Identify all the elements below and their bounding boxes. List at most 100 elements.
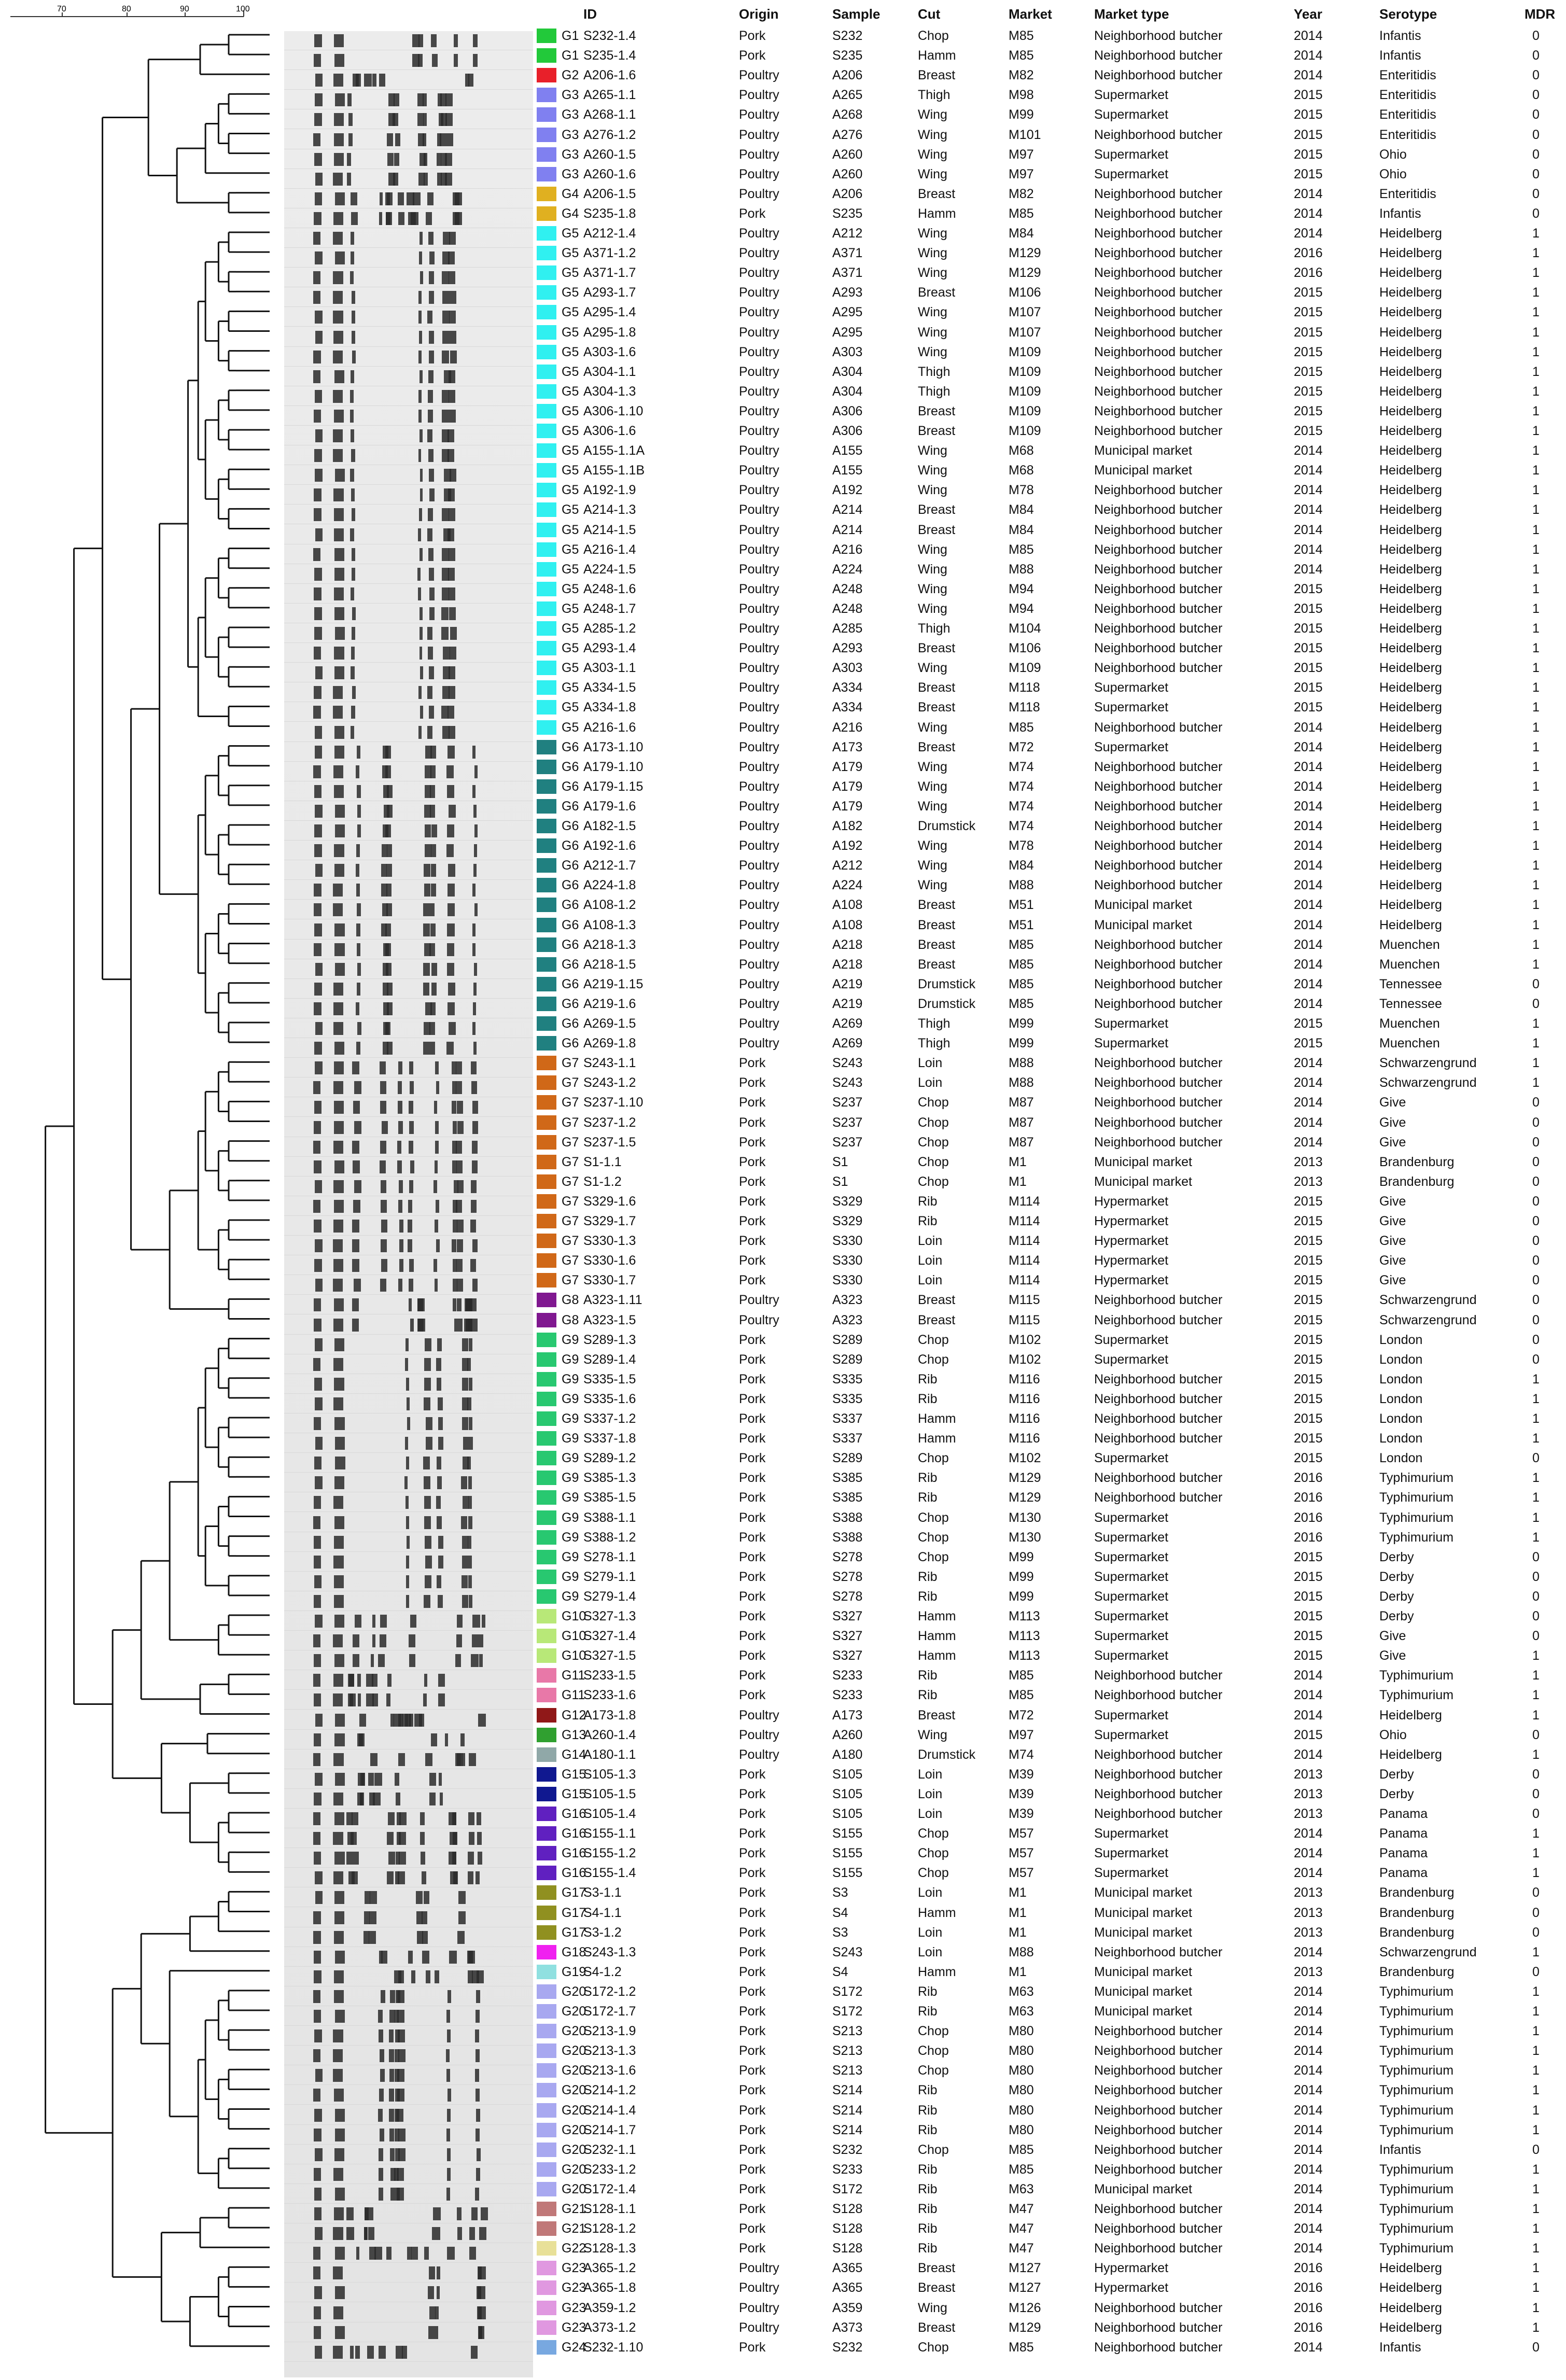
cell-sample: S329 bbox=[832, 1214, 863, 1228]
cell-sample: S214 bbox=[832, 2122, 863, 2137]
cell-market-type: Neighborhood butcher bbox=[1094, 2043, 1223, 2059]
table-row: G7 S243-1.1 Pork S243 Loin M88 Neighborhood bu… bbox=[537, 1052, 1563, 1072]
gel-band bbox=[431, 962, 437, 976]
cell-id: A192-1.9 bbox=[583, 483, 636, 498]
cell-cut: Hamm bbox=[918, 1609, 956, 1623]
gel-band bbox=[333, 74, 344, 87]
gel-band bbox=[333, 686, 343, 699]
cell-origin: Pork bbox=[739, 1786, 766, 1801]
gel-band bbox=[387, 1002, 393, 1015]
cell-id: A212-1.7 bbox=[583, 858, 636, 873]
cell-id: A359-1.2 bbox=[583, 2300, 636, 2315]
gel-band bbox=[469, 2247, 476, 2260]
table-row: G14 A180-1.1 Poultry A180 Drumstick M74 Neighb… bbox=[537, 1744, 1563, 1763]
gel-band bbox=[333, 1220, 344, 1233]
gel-band bbox=[394, 2049, 399, 2063]
cell-mdr: 1 bbox=[1532, 1688, 1540, 1703]
cell-mdr: 1 bbox=[1532, 898, 1540, 913]
cell-serotype: Heidelberg bbox=[1379, 819, 1442, 833]
gel-band bbox=[436, 1496, 441, 1509]
table-row: G5 A293-1.4 Poultry A293 Breast M106 Neighborh… bbox=[537, 637, 1563, 657]
cell-origin: Pork bbox=[739, 1490, 766, 1505]
gel-band bbox=[436, 1239, 440, 1253]
cell-year: 2015 bbox=[1294, 1273, 1323, 1288]
cell-group: G5 bbox=[562, 384, 579, 399]
gel-band bbox=[356, 1002, 360, 1015]
header-origin: Origin bbox=[739, 6, 779, 22]
gel-band bbox=[435, 1121, 439, 1134]
cell-origin: Pork bbox=[739, 2024, 766, 2039]
gel-band bbox=[430, 923, 436, 936]
cell-group: G5 bbox=[562, 226, 579, 241]
cell-year: 2015 bbox=[1294, 1629, 1323, 1644]
cell-market: M129 bbox=[1009, 1490, 1041, 1505]
cell-id: A269-1.5 bbox=[583, 1016, 636, 1031]
cell-serotype: London bbox=[1379, 1391, 1423, 1406]
cell-market-type: Supermarket bbox=[1094, 1629, 1169, 1644]
group-color-swatch bbox=[537, 147, 556, 162]
cell-origin: Poultry bbox=[739, 403, 779, 418]
gel-lane bbox=[284, 2026, 533, 2046]
table-row: G5 A155-1.1A Poultry A155 Wing M68 Municipal m… bbox=[537, 440, 1563, 459]
table-row: G5 A306-1.6 Poultry A306 Breast M109 Neighborh… bbox=[537, 420, 1563, 440]
cell-market: M80 bbox=[1009, 2024, 1034, 2039]
cell-origin: Pork bbox=[739, 1767, 766, 1782]
table-row: G20 S172-1.2 Pork S172 Rib M63 Municipal marke… bbox=[537, 1981, 1563, 2000]
gel-band bbox=[395, 2029, 400, 2043]
gel-band bbox=[388, 1852, 395, 1865]
cell-market-type: Neighborhood butcher bbox=[1094, 226, 1223, 241]
cell-origin: Pork bbox=[739, 1471, 766, 1486]
cell-serotype: Derby bbox=[1379, 1609, 1414, 1623]
cell-serotype: Heidelberg bbox=[1379, 384, 1442, 399]
gel-band bbox=[446, 765, 454, 778]
group-color-swatch bbox=[537, 759, 556, 774]
gel-band bbox=[473, 34, 478, 47]
cell-market-type: Neighborhood butcher bbox=[1094, 424, 1223, 438]
cell-cut: Hamm bbox=[918, 1411, 956, 1426]
cell-market-type: Neighborhood butcher bbox=[1094, 641, 1223, 656]
cell-market-type: Neighborhood butcher bbox=[1094, 403, 1223, 418]
cell-id: A303-1.1 bbox=[583, 661, 636, 676]
gel-band bbox=[380, 2069, 385, 2082]
cell-year: 2015 bbox=[1294, 700, 1323, 715]
gel-band bbox=[457, 1121, 464, 1134]
cell-group: G6 bbox=[562, 1016, 579, 1031]
gel-band bbox=[357, 824, 361, 837]
cell-mdr: 0 bbox=[1532, 1352, 1540, 1367]
cell-market: M78 bbox=[1009, 483, 1034, 498]
gel-band bbox=[408, 1220, 413, 1233]
gel-band bbox=[409, 1654, 415, 1668]
cell-cut: Rib bbox=[918, 1589, 938, 1604]
cell-sample: S337 bbox=[832, 1431, 863, 1446]
cell-sample: S233 bbox=[832, 1668, 863, 1683]
cell-group: G5 bbox=[562, 285, 579, 300]
gel-band bbox=[424, 1674, 428, 1687]
gel-band bbox=[395, 1871, 399, 1885]
gel-band bbox=[383, 943, 389, 956]
gel-lane bbox=[284, 1987, 533, 2006]
gel-band bbox=[445, 152, 453, 166]
gel-band bbox=[435, 1199, 439, 1213]
gel-band bbox=[352, 311, 356, 324]
cell-origin: Poultry bbox=[739, 147, 779, 162]
group-color-swatch bbox=[537, 1807, 556, 1821]
cell-cut: Hamm bbox=[918, 48, 956, 63]
cell-mdr: 1 bbox=[1532, 424, 1540, 438]
cell-sample: S330 bbox=[832, 1234, 863, 1249]
group-color-swatch bbox=[537, 1312, 556, 1327]
cell-market-type: Municipal market bbox=[1094, 2181, 1192, 2196]
cell-year: 2014 bbox=[1294, 1688, 1323, 1703]
cell-year: 2013 bbox=[1294, 1905, 1323, 1920]
gel-band bbox=[420, 469, 423, 482]
gel-band bbox=[313, 271, 321, 285]
cell-mdr: 0 bbox=[1532, 48, 1540, 63]
gel-lane bbox=[284, 1592, 533, 1611]
table-row: G16 S155-1.2 Pork S155 Chop M57 Supermarket 201… bbox=[537, 1842, 1563, 1862]
gel-band bbox=[405, 1357, 409, 1371]
cell-serotype: Heidelberg bbox=[1379, 661, 1442, 676]
group-color-swatch bbox=[537, 2241, 556, 2256]
group-color-swatch bbox=[537, 127, 556, 142]
cell-market: M97 bbox=[1009, 166, 1034, 181]
group-color-swatch bbox=[537, 1747, 556, 1762]
cell-cut: Rib bbox=[918, 2083, 938, 2098]
